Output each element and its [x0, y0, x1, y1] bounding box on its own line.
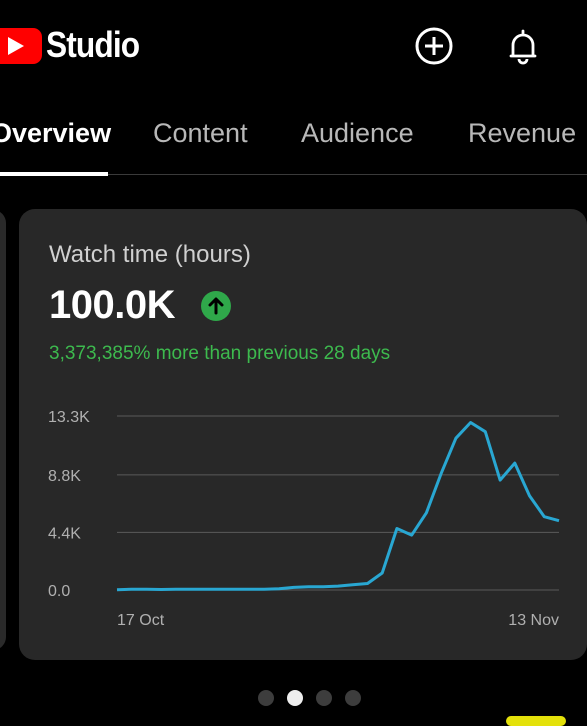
tab-audience[interactable]: Audience [301, 118, 414, 148]
y-tick-label: 13.3K [48, 409, 90, 426]
page-dot[interactable] [287, 690, 303, 706]
page-indicator [258, 690, 368, 706]
y-tick-label: 4.4K [48, 525, 81, 542]
y-tick-label: 0.0 [48, 583, 70, 600]
metric-value: 100.0K [49, 283, 175, 327]
create-plus-icon[interactable] [414, 26, 454, 66]
previous-card-peek[interactable] [0, 210, 6, 650]
page-dot[interactable] [258, 690, 274, 706]
bell-icon[interactable] [503, 26, 543, 66]
page-dot[interactable] [345, 690, 361, 706]
tab-bar: Overview Content Audience Revenue [0, 100, 587, 176]
x-label-start: 17 Oct [117, 612, 165, 629]
series-line [116, 421, 560, 592]
app-title: Studio [46, 24, 140, 65]
x-label-end: 13 Nov [508, 612, 559, 629]
youtube-play-icon [8, 37, 24, 55]
watch-time-chart: 13.3K 8.8K 4.4K 0.0 17 Oct 13 Nov [48, 409, 560, 629]
y-tick-label: 8.8K [48, 468, 81, 485]
youtube-logo [0, 28, 42, 64]
card-title: Watch time (hours) [49, 241, 251, 268]
comparison-text: 3,373,385% more than previous 28 days [49, 343, 391, 364]
page-dot[interactable] [316, 690, 332, 706]
top-app-bar: Studio [0, 0, 587, 92]
tabs-divider [0, 174, 587, 175]
tab-overview[interactable]: Overview [0, 118, 112, 148]
highlight-mark [506, 716, 566, 726]
watch-time-card[interactable]: Watch time (hours) 100.0K 3,373,385% mor… [19, 209, 587, 660]
tab-content[interactable]: Content [153, 118, 248, 148]
tab-revenue[interactable]: Revenue [468, 118, 577, 148]
arrow-up-icon [201, 291, 231, 326]
active-tab-indicator [0, 172, 108, 176]
